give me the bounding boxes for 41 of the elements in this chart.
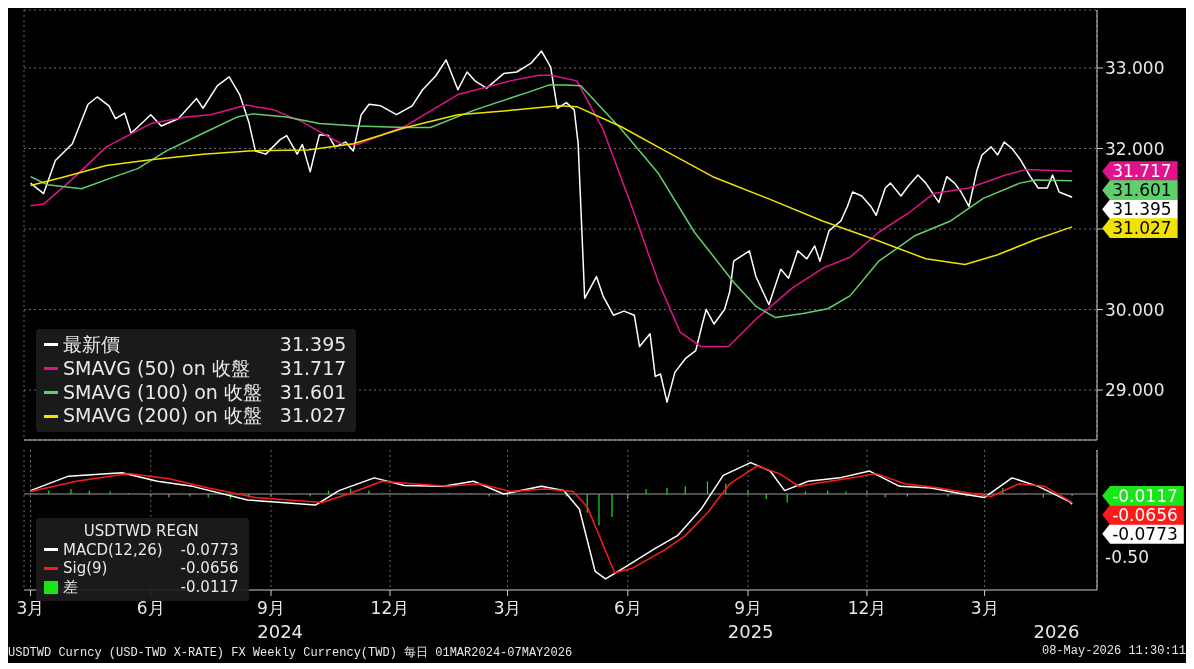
x2-tick-label: 2026 (1033, 621, 1080, 642)
text: USDTWD Curncy (USD-TWD X-RATE) FX Weekly Currency(TWD) 每日 01MAR2024-07MAY2026 (8, 645, 573, 661)
legend-label: SMAVG (100) on 收盤 (63, 380, 262, 405)
annotation: 31.027 (1102, 218, 1178, 239)
text: -0.0117 (180, 578, 239, 596)
x-tick-label: 9月 (257, 598, 285, 618)
x2-tick-label: 2024 (257, 621, 304, 642)
y-tick-label: 32.000 (1105, 138, 1165, 159)
legend-label: SMAVG (200) on 收盤 (63, 404, 262, 428)
text: 31.601 (279, 380, 347, 403)
x-tick-label: 6月 (613, 598, 642, 618)
legend-label: Sig(9) (63, 559, 109, 578)
y-tick-label: 29.000 (1105, 380, 1165, 401)
legend-label: SMAVG (50) on 收盤 (63, 356, 251, 381)
text: 31.395 (279, 333, 347, 355)
legend-label: 差 (63, 578, 79, 597)
text: 31.027 (279, 404, 347, 427)
text: -0.0656 (180, 559, 239, 578)
annotation: 31.395 (1102, 199, 1178, 220)
legend-label: 最新價 (63, 333, 121, 357)
annotation: 31.717 (1102, 161, 1178, 182)
annotation: -0.0656 (1102, 504, 1184, 525)
x-tick-label: 6月 (136, 598, 165, 618)
legend-label: MACD(12,26) (63, 540, 163, 560)
y-tick-label: 30.000 (1105, 299, 1165, 320)
x-tick-label: 9月 (734, 598, 762, 618)
x-tick-label: 12月 (370, 598, 410, 618)
x-tick-label: 12月 (847, 598, 887, 618)
y-axis-title: -0.50 (1105, 546, 1149, 567)
x-tick-label: 3月 (16, 598, 45, 618)
x-tick-label: 3月 (493, 598, 522, 618)
text: 08-May-2026 11:30:11 (1041, 644, 1186, 660)
annotation: 31.601 (1102, 180, 1178, 201)
annotation: -0.0773 (1102, 523, 1184, 544)
text: 31.717 (279, 356, 347, 379)
legend-title: USDTWD REGN (82, 521, 200, 541)
text: -0.0773 (180, 540, 239, 559)
annotation: -0.0117 (1102, 485, 1184, 506)
y-tick-label: 33.000 (1105, 58, 1165, 79)
x2-tick-label: 2025 (727, 621, 774, 642)
x-tick-label: 3月 (970, 598, 999, 618)
